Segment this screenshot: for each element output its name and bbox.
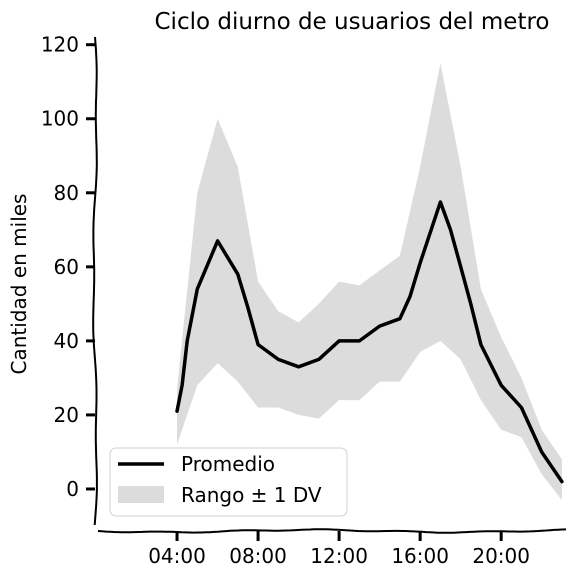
y-axis-line [92,36,98,526]
x-tick-label: 20:00 [472,544,530,568]
y-tick-label: 120 [41,33,79,57]
axes-layer: 0 20 40 60 80 100 120 04:00 08:00 12:00 16:00 20:00 [41,33,567,568]
x-tick-label: 04:00 [148,544,206,568]
x-tick-label: 08:00 [229,544,287,568]
chart-title: Ciclo diurno de usuarios del metro [155,9,550,35]
x-tick-label: 12:00 [310,544,368,568]
y-tick-label: 60 [54,255,79,279]
y-tick-label: 0 [66,477,79,501]
x-axis-line [97,528,567,534]
legend-label-promedio: Promedio [181,452,275,476]
legend-box [109,447,348,517]
y-tick-label: 100 [41,107,79,131]
y-tick-label: 20 [54,403,79,427]
series-line-promedio [175,200,564,484]
y-tick-label: 40 [54,329,79,353]
line-layer [175,200,564,484]
legend-label-rango: Rango ± 1 DV [181,483,322,507]
legend-swatch-rango [118,486,164,503]
band-layer [177,63,562,501]
y-axis-label: Cantidad en miles [7,194,31,375]
legend: Promedio Rango ± 1 DV [109,447,348,517]
y-tick-label: 80 [54,181,79,205]
band-rango [177,63,562,501]
x-tick-label: 16:00 [391,544,449,568]
